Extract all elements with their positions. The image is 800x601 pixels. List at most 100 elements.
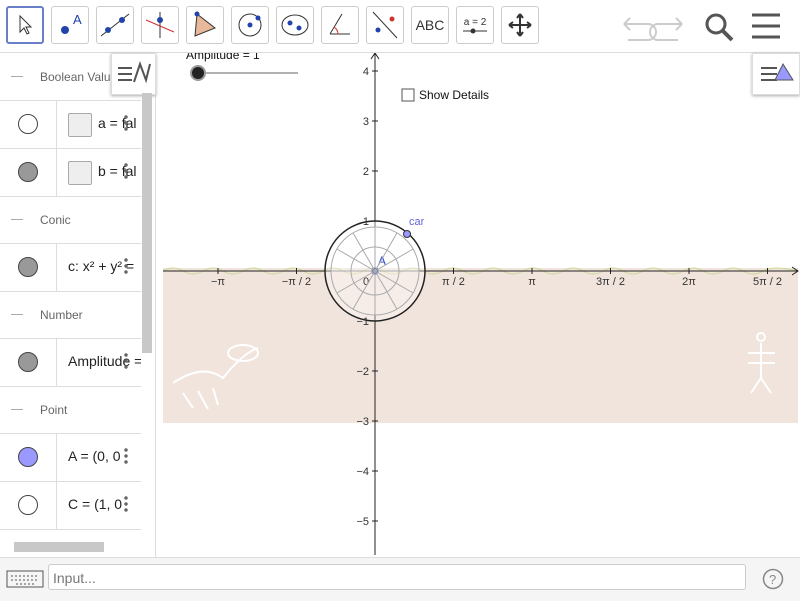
origin-label: 0: [363, 276, 369, 288]
divider: [56, 433, 57, 481]
y-tick-label: 1: [363, 216, 369, 228]
x-tick-label: −π: [211, 276, 225, 288]
item-label: b = fal: [98, 163, 137, 179]
item-menu[interactable]: [124, 114, 128, 132]
x-tick-label: 3π / 2: [596, 276, 625, 288]
slider-tool-label: a = 2: [463, 16, 487, 28]
angle-tool[interactable]: [321, 6, 359, 44]
fossil-right: [748, 332, 775, 394]
y-tick-label: −4: [356, 466, 369, 478]
algebra-item[interactable]: a = fal: [0, 100, 141, 149]
search-button[interactable]: [703, 11, 735, 43]
line-tool[interactable]: [96, 6, 134, 44]
algebra-item[interactable]: A = (0, 0: [0, 433, 141, 482]
item-menu[interactable]: [124, 447, 128, 465]
visibility-toggle[interactable]: [18, 447, 38, 467]
section-header: Boolean Valu: [0, 53, 141, 101]
item-label: a = fal: [98, 115, 137, 131]
wheel-spoke: [374, 232, 398, 272]
input-field[interactable]: Input...: [48, 564, 746, 590]
collapse-toggle[interactable]: [11, 219, 23, 220]
checkbox[interactable]: [68, 161, 92, 185]
visibility-toggle[interactable]: [18, 257, 38, 277]
collapse-toggle[interactable]: [11, 76, 23, 77]
algebra-style-button[interactable]: [111, 53, 156, 95]
icon: [118, 61, 151, 84]
fossil-left: [172, 344, 259, 410]
icon: [194, 11, 216, 37]
menu-button[interactable]: [750, 12, 782, 40]
icon: [19, 14, 33, 35]
item-menu[interactable]: [124, 257, 128, 275]
checkbox[interactable]: [401, 88, 415, 102]
help-button[interactable]: ?: [762, 568, 784, 590]
visibility-toggle[interactable]: [18, 495, 38, 515]
section-header: Point: [0, 386, 141, 434]
h-scrollbar: [14, 542, 104, 552]
polygon-tool[interactable]: [186, 6, 224, 44]
collapse-toggle[interactable]: [11, 409, 23, 410]
checkbox[interactable]: [68, 113, 92, 137]
section-header: Number: [0, 291, 141, 339]
slider-tool[interactable]: a = 2: [456, 6, 494, 44]
x-tick-label: π: [528, 276, 536, 288]
y-tick-label: 4: [363, 66, 369, 78]
item-menu[interactable]: [124, 352, 128, 370]
x-axis-arrow: [791, 266, 799, 276]
item-menu[interactable]: [124, 162, 128, 180]
y-tick-label: 3: [363, 116, 369, 128]
icon: [761, 62, 794, 81]
point-tool[interactable]: A: [51, 6, 89, 44]
ellipse-tool[interactable]: [276, 6, 314, 44]
algebra-item[interactable]: C = (1, 0: [0, 481, 141, 530]
divider: [56, 481, 57, 529]
icon: [281, 14, 309, 36]
y-tick-label: −1: [356, 316, 369, 328]
icon: [100, 13, 130, 37]
keyboard-button[interactable]: [6, 570, 44, 588]
wheel-spoke: [336, 248, 376, 272]
wheel-spoke: [374, 270, 398, 310]
ground: [163, 268, 798, 423]
y-tick-label: −5: [356, 516, 369, 528]
divider: [56, 148, 57, 196]
circle-tool[interactable]: [231, 6, 269, 44]
perpendicular-tool[interactable]: [141, 6, 179, 44]
item-label: A = (0, 0: [68, 448, 121, 464]
visibility-toggle[interactable]: [18, 352, 38, 372]
reflect-tool[interactable]: [366, 6, 404, 44]
icon: [329, 13, 350, 35]
scrollbar: [142, 93, 152, 353]
visibility-toggle[interactable]: [18, 162, 38, 182]
move-view-tool[interactable]: [501, 6, 539, 44]
collapse-toggle[interactable]: [11, 314, 23, 315]
slider-label: Amplitude = 1: [186, 53, 260, 62]
icon: [508, 13, 532, 37]
y-axis-arrow: [370, 53, 380, 60]
item-label: C = (1, 0: [68, 496, 123, 512]
move-tool[interactable]: [6, 6, 44, 44]
wheel-spoke: [374, 248, 414, 272]
algebra-item[interactable]: c: x² + y² =: [0, 243, 141, 292]
x-tick-label: 2π: [682, 276, 696, 288]
grass: [163, 267, 799, 275]
visibility-toggle[interactable]: [18, 114, 38, 134]
item-menu[interactable]: [124, 495, 128, 513]
svg-text:?: ?: [769, 572, 776, 587]
graphics-style-button[interactable]: [752, 53, 800, 95]
icon: [463, 28, 487, 33]
svg-text:A: A: [73, 12, 82, 27]
slider-knob[interactable]: [190, 65, 206, 81]
x-tick-label: −π / 2: [282, 276, 311, 288]
x-tick-label: π / 2: [442, 276, 465, 288]
y-tick-label: 2: [363, 166, 369, 178]
undo-redo[interactable]: [618, 12, 688, 42]
algebra-item[interactable]: Amplitude =: [0, 338, 141, 387]
icon: [145, 12, 175, 38]
point-car[interactable]: [403, 230, 411, 238]
section-title: Number: [40, 308, 83, 322]
algebra-item[interactable]: b = fal: [0, 148, 141, 197]
text-tool[interactable]: ABC: [411, 6, 449, 44]
input-bar: Input... ?: [0, 557, 800, 601]
